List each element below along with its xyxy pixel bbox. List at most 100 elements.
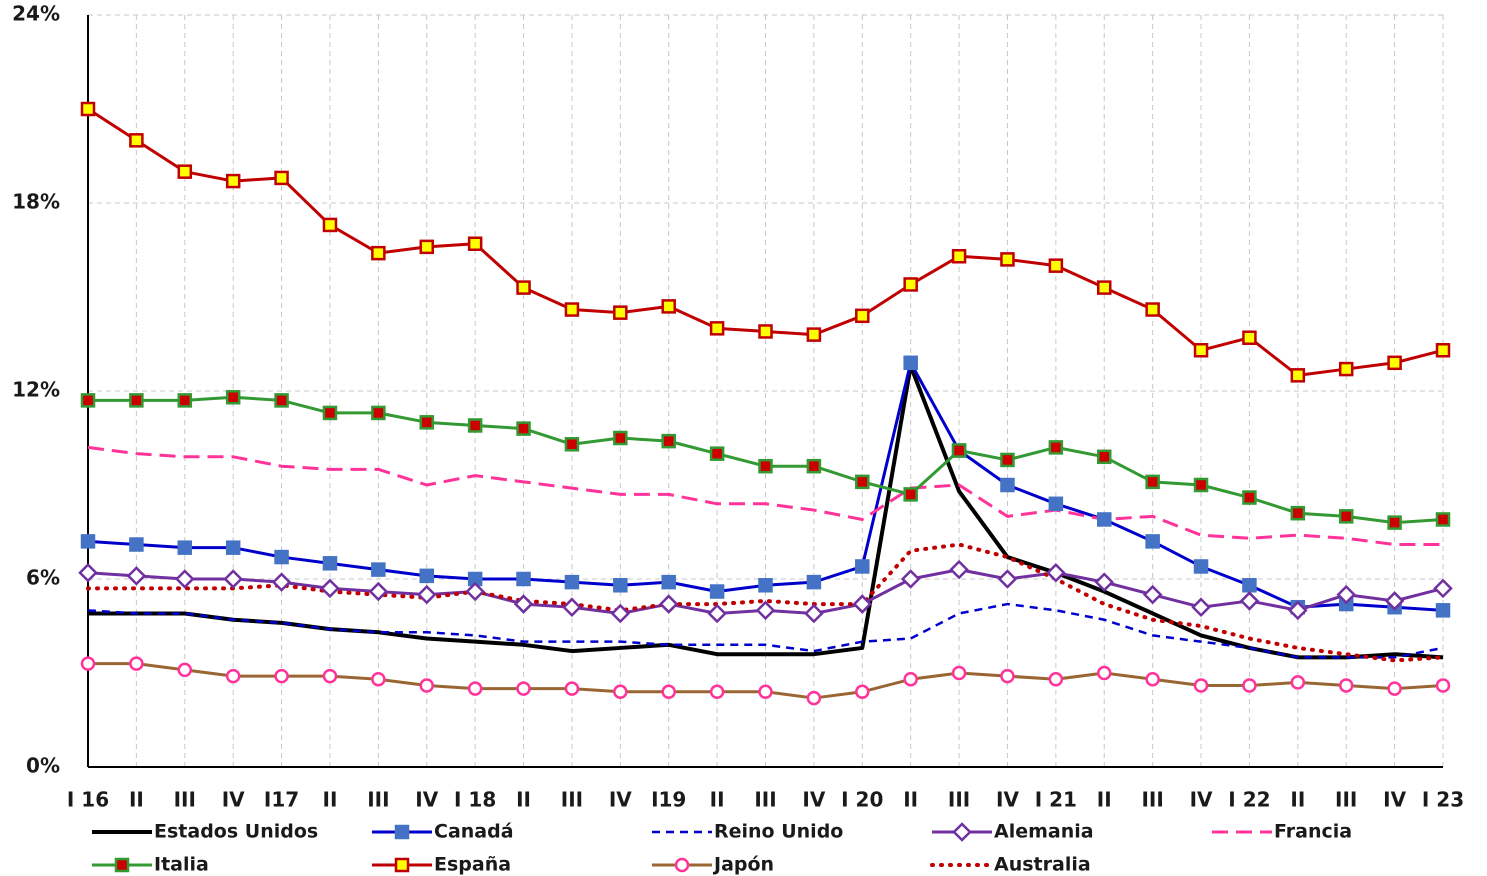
legend-marker: [394, 824, 410, 840]
marker: [1193, 343, 1209, 358]
marker: [1000, 668, 1015, 684]
series-line: [87, 445, 1443, 547]
x-tick-label: II: [903, 788, 918, 812]
marker: [516, 421, 531, 436]
marker: [564, 681, 580, 696]
marker: [562, 597, 582, 617]
marker: [758, 578, 773, 593]
marker: [758, 458, 773, 474]
x-tick-label: IV: [222, 788, 245, 812]
marker: [709, 684, 725, 700]
x-tick-label: IV: [1190, 788, 1213, 812]
marker: [1242, 678, 1257, 693]
marker: [1142, 584, 1163, 605]
legend-marker: [952, 822, 972, 842]
marker: [1242, 330, 1257, 345]
marker: [1433, 578, 1453, 599]
legend-label: Francia: [1274, 821, 1352, 843]
marker: [271, 572, 292, 592]
x-tick-label: I 22: [1228, 788, 1270, 812]
marker: [903, 672, 918, 687]
marker: [855, 474, 870, 490]
marker: [1435, 678, 1451, 693]
marker: [80, 101, 96, 117]
marker: [709, 584, 725, 599]
marker: [1097, 449, 1112, 465]
series-line: [86, 542, 1445, 663]
marker: [1193, 477, 1209, 493]
marker: [564, 437, 580, 452]
x-tick-label: IV: [802, 788, 825, 812]
y-tick-label: 6%: [26, 566, 60, 590]
marker: [129, 133, 144, 148]
marker: [1048, 496, 1064, 512]
marker: [1193, 678, 1209, 693]
x-tick-label: II: [323, 788, 338, 812]
x-tick-label: II: [516, 788, 531, 812]
marker: [661, 299, 676, 314]
x-tick-label: I19: [651, 788, 686, 812]
marker: [613, 578, 628, 593]
marker: [78, 562, 98, 583]
marker: [1239, 591, 1260, 611]
x-tick-label: II: [1290, 788, 1305, 812]
marker: [465, 581, 485, 602]
marker: [1193, 559, 1209, 574]
marker: [855, 308, 870, 324]
x-tick-label: I17: [264, 788, 299, 812]
marker: [371, 562, 386, 577]
marker: [467, 681, 483, 696]
marker: [661, 574, 676, 590]
marker: [322, 556, 338, 571]
marker: [1338, 678, 1354, 693]
marker: [1435, 343, 1451, 358]
marker: [80, 656, 96, 671]
marker: [806, 574, 822, 590]
y-tick-label: 24%: [12, 2, 60, 26]
x-tick-label: III: [1141, 788, 1163, 812]
marker: [126, 566, 147, 586]
x-tick-label: III: [754, 788, 776, 812]
marker: [467, 236, 483, 251]
marker: [175, 569, 195, 589]
marker: [804, 603, 824, 624]
marker: [371, 405, 386, 421]
marker: [1288, 600, 1308, 621]
marker: [852, 594, 873, 614]
marker: [1048, 672, 1064, 687]
marker: [1145, 302, 1160, 317]
marker: [1338, 361, 1354, 377]
marker: [900, 569, 921, 589]
marker: [1145, 672, 1160, 687]
marker: [1046, 562, 1066, 583]
x-tick-label: III: [948, 788, 970, 812]
marker: [320, 578, 340, 599]
marker: [613, 684, 628, 700]
marker: [1097, 512, 1112, 527]
marker: [225, 540, 241, 555]
marker: [322, 217, 338, 233]
marker: [467, 418, 483, 433]
marker: [1387, 355, 1402, 371]
legend-marker: [114, 857, 130, 873]
legend-marker: [394, 857, 410, 873]
marker: [129, 656, 144, 671]
marker: [1000, 452, 1015, 468]
marker: [755, 600, 776, 621]
marker: [613, 305, 628, 320]
legend-label: Estados Unidos: [154, 821, 318, 843]
marker: [1387, 515, 1402, 530]
marker: [1435, 512, 1451, 527]
marker: [1242, 490, 1257, 505]
legend-label: España: [434, 854, 511, 876]
legend-label: Italia: [154, 854, 209, 876]
marker: [1338, 509, 1354, 524]
x-tick-label: II: [129, 788, 144, 812]
marker: [368, 581, 389, 602]
marker: [1097, 280, 1112, 295]
marker: [223, 569, 243, 589]
marker: [855, 559, 870, 574]
series-line: [87, 602, 1444, 659]
marker: [661, 684, 676, 700]
